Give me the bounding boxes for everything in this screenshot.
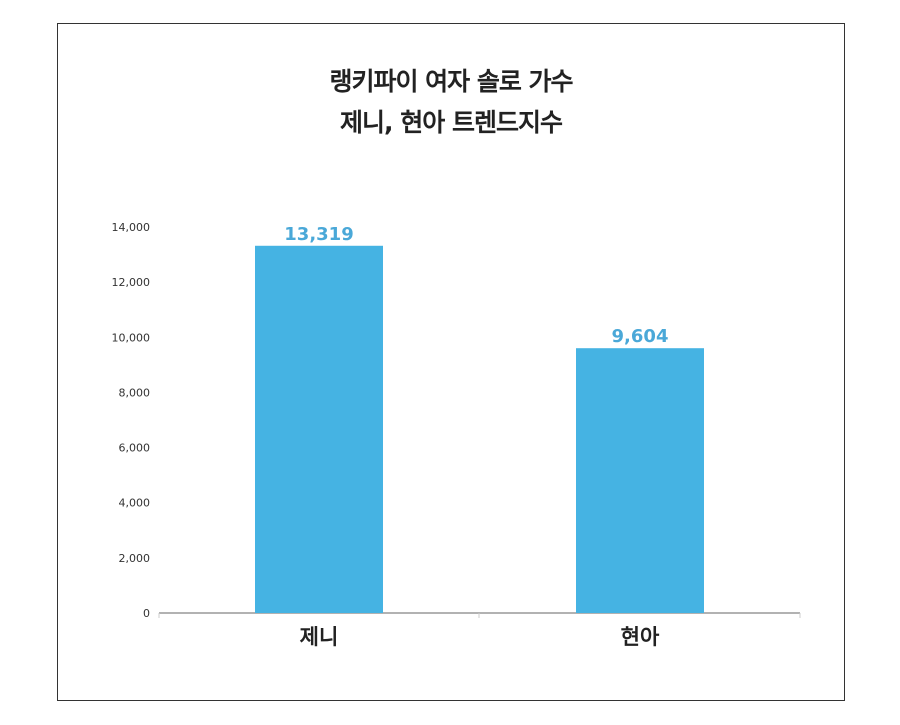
- chart-frame: [57, 23, 845, 701]
- bar-현아: [576, 348, 704, 613]
- y-tick-label: 8,000: [119, 386, 151, 399]
- y-tick-label: 0: [143, 607, 150, 620]
- chart-title-line-2: 제니, 현아 트렌드지수: [340, 108, 563, 137]
- data-label: 13,319: [284, 224, 353, 245]
- x-tick-label: 현아: [621, 625, 660, 649]
- y-tick-label: 10,000: [112, 331, 151, 344]
- y-tick-label: 4,000: [119, 497, 151, 510]
- chart-title-line-1: 랭키파이 여자 솔로 가수: [329, 67, 573, 96]
- y-tick-label: 14,000: [112, 221, 151, 234]
- y-tick-label: 2,000: [119, 552, 151, 565]
- x-tick-label: 제니: [300, 625, 339, 649]
- y-tick-label: 12,000: [112, 276, 151, 289]
- data-label: 9,604: [612, 326, 669, 347]
- bar-제니: [255, 245, 383, 614]
- y-tick-label: 6,000: [119, 442, 151, 455]
